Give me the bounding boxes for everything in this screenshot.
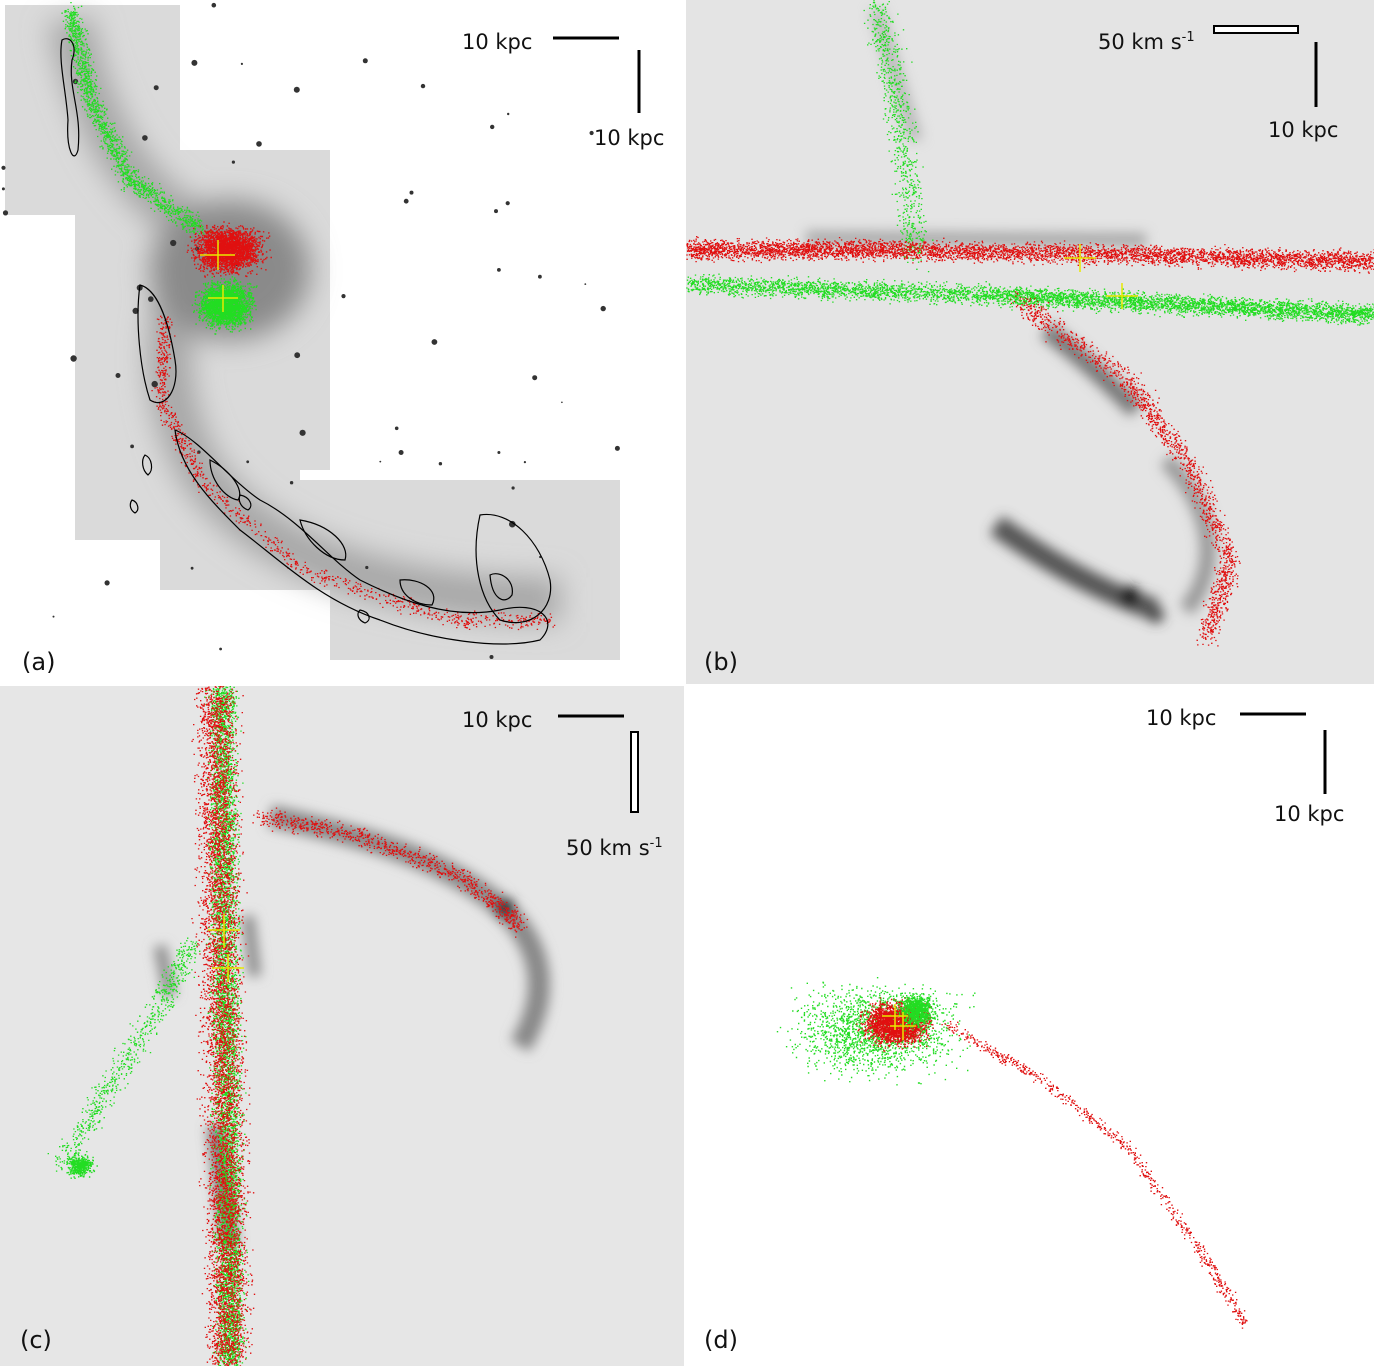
galaxy-centre-markers xyxy=(208,914,244,982)
galaxy-centre-markers xyxy=(882,1004,916,1040)
scale-v-label: 10 kpc xyxy=(1274,802,1345,826)
particle-cloud xyxy=(776,977,1248,1329)
galaxy-centre-markers xyxy=(200,240,238,312)
panel-a: 10 kpc 10 kpc (a) xyxy=(0,0,684,684)
galaxy-centre-markers xyxy=(1064,244,1138,309)
scale-v-label: 10 kpc xyxy=(1268,118,1339,142)
scale-v-label: 10 kpc xyxy=(594,126,665,150)
panel-b-image xyxy=(686,0,1374,647)
panel-label: (c) xyxy=(20,1326,52,1354)
scale-h-label: 10 kpc xyxy=(462,708,533,732)
panel-c: 10 kpc 50 km s-1 (c) xyxy=(0,686,684,1366)
hi-contours xyxy=(60,38,552,645)
particle-cloud xyxy=(61,1,556,631)
scale-bars xyxy=(1240,712,1327,794)
scale-bars xyxy=(558,714,639,813)
particle-cloud xyxy=(686,0,1374,647)
scale-vel-label: 50 km s-1 xyxy=(566,836,663,860)
panel-c-image xyxy=(47,686,639,1366)
scale-bars xyxy=(553,36,641,113)
panel-label: (b) xyxy=(704,648,738,676)
scale-h-label: 10 kpc xyxy=(1146,706,1217,730)
scale-bars xyxy=(1213,25,1318,107)
hi-emission xyxy=(805,7,1216,623)
panel-d-image xyxy=(776,712,1327,1329)
panel-d: 10 kpc 10 kpc (d) xyxy=(686,686,1374,1366)
panel-a-image xyxy=(1,1,641,660)
panel-label: (a) xyxy=(22,648,56,676)
panel-b: 50 km s-1 10 kpc (b) xyxy=(686,0,1374,684)
particle-cloud xyxy=(47,686,529,1366)
panel-label: (d) xyxy=(704,1326,738,1354)
scale-h-label: 10 kpc xyxy=(462,30,533,54)
scale-vel-label: 50 km s-1 xyxy=(1098,30,1195,54)
star-field xyxy=(1,2,620,659)
